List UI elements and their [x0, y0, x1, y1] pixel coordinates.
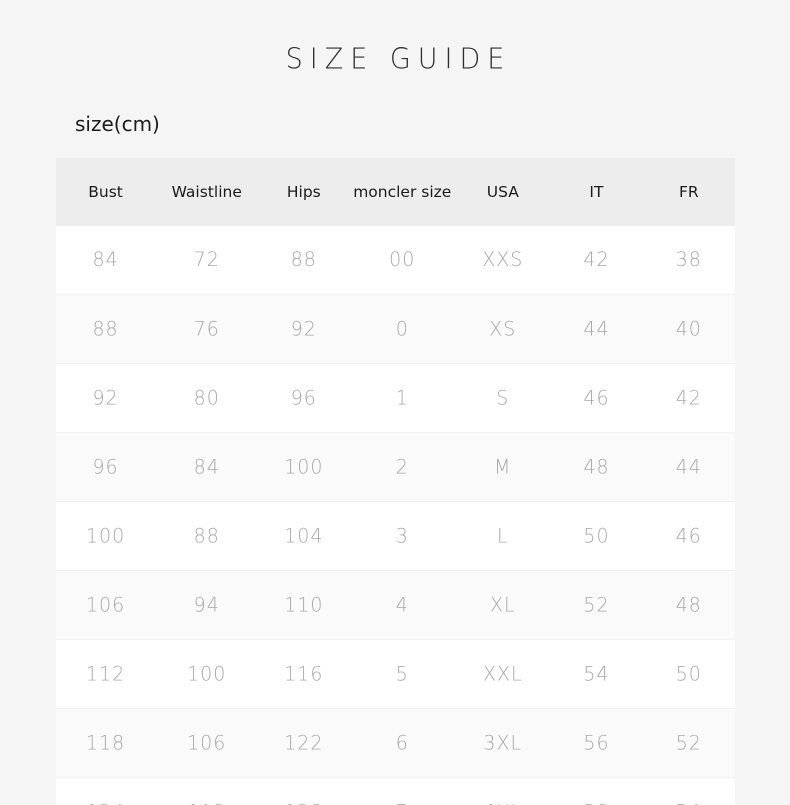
- column-header-bust: Bust: [88, 182, 123, 201]
- table-body: 84 72 88 00 XXS 42 38 88 76 92 0 XS 44 40 92 80 96 1 S 46 42…: [56, 225, 735, 805]
- table-row: 112 100 116 5 XXL 54 50: [56, 639, 735, 709]
- size-table-container: Bust Waistline Hips moncler size USA IT …: [56, 157, 735, 805]
- cell-it: 50: [583, 524, 610, 548]
- cell-waistline: 94: [193, 593, 220, 617]
- cell-fr: 40: [675, 317, 702, 341]
- column-header-usa: USA: [486, 182, 519, 201]
- cell-fr: 38: [675, 248, 702, 272]
- cell-waistline: 80: [193, 386, 220, 410]
- cell-hips: 104: [284, 524, 324, 548]
- cell-moncler_size: 5: [395, 662, 409, 686]
- cell-hips: 100: [284, 455, 324, 479]
- table-header-row: Bust Waistline Hips moncler size USA IT …: [56, 157, 735, 226]
- cell-usa: S: [496, 386, 510, 410]
- cell-bust: 112: [85, 662, 126, 686]
- cell-moncler_size: 1: [395, 386, 409, 410]
- cell-usa: XL: [489, 593, 516, 617]
- cell-usa: 4XL: [455, 776, 550, 805]
- column-header-fr: FR: [678, 182, 699, 201]
- table-row: 96 84 100 2 M 48 44: [56, 432, 735, 502]
- cell-fr: 52: [675, 731, 702, 755]
- cell-moncler_size: 3: [395, 524, 409, 548]
- cell-usa: M: [494, 455, 512, 479]
- cell-moncler_size: 4: [395, 593, 409, 617]
- column-header-waistline: Waistline: [171, 182, 242, 201]
- column-header-it: IT: [589, 182, 604, 201]
- cell-usa: L: [496, 524, 509, 548]
- cell-fr: 42: [675, 386, 702, 410]
- cell-hips: 88: [290, 248, 317, 272]
- cell-it: 58: [550, 776, 642, 805]
- cell-it: 54: [583, 662, 610, 686]
- cell-moncler_size: 6: [395, 731, 409, 755]
- table-row: 106 94 110 4 XL 52 48: [56, 570, 735, 640]
- cell-fr: 54: [643, 776, 735, 805]
- table-row: 88 76 92 0 XS 44 40: [56, 294, 735, 364]
- cell-hips: 116: [284, 662, 324, 686]
- cell-usa: XXL: [482, 662, 523, 686]
- cell-it: 46: [583, 386, 610, 410]
- cell-waistline: 84: [193, 455, 220, 479]
- title-container: SIZE GUIDE: [0, 0, 790, 92]
- table-row: 12411212874XL5854: [56, 777, 735, 805]
- cell-fr: 48: [675, 593, 702, 617]
- cell-bust: 88: [92, 317, 119, 341]
- cell-moncler_size: 0: [395, 317, 409, 341]
- column-header-hips: Hips: [286, 182, 321, 201]
- cell-bust: 84: [92, 248, 119, 272]
- cell-fr: 46: [675, 524, 702, 548]
- size-table: Bust Waistline Hips moncler size USA IT …: [56, 157, 735, 805]
- table-row: 92 80 96 1 S 46 42: [56, 363, 735, 433]
- cell-it: 56: [583, 731, 610, 755]
- cell-hips: 128: [258, 776, 349, 805]
- column-header-moncler-size: moncler size: [353, 182, 452, 201]
- cell-hips: 122: [284, 731, 324, 755]
- cell-it: 52: [583, 593, 610, 617]
- table-row: 100 88 104 3 L 50 46: [56, 501, 735, 571]
- cell-it: 48: [583, 455, 610, 479]
- page-title: SIZE GUIDE: [285, 43, 512, 76]
- cell-usa: 3XL: [483, 731, 523, 755]
- cell-moncler_size: 00: [389, 248, 416, 272]
- cell-hips: 110: [284, 593, 324, 617]
- subtitle-container: size(cm): [0, 92, 790, 136]
- cell-bust: 96: [92, 455, 119, 479]
- cell-moncler_size: 2: [395, 455, 409, 479]
- cell-waistline: 112: [155, 776, 258, 805]
- cell-hips: 96: [290, 386, 317, 410]
- unit-label: size(cm): [75, 111, 160, 136]
- cell-usa: XXS: [482, 248, 524, 272]
- cell-bust: 106: [85, 593, 126, 617]
- cell-waistline: 106: [187, 731, 227, 755]
- cell-it: 44: [583, 317, 610, 341]
- table-row: 84 72 88 00 XXS 42 38: [56, 225, 735, 295]
- cell-fr: 44: [675, 455, 702, 479]
- cell-it: 42: [583, 248, 610, 272]
- cell-waistline: 72: [193, 248, 220, 272]
- table-header: Bust Waistline Hips moncler size USA IT …: [56, 157, 735, 226]
- cell-moncler_size: 7: [349, 776, 455, 805]
- cell-bust: 100: [85, 524, 126, 548]
- cell-waistline: 100: [187, 662, 227, 686]
- cell-waistline: 76: [193, 317, 220, 341]
- cell-waistline: 88: [193, 524, 220, 548]
- cell-usa: XS: [489, 317, 517, 341]
- cell-hips: 92: [290, 317, 317, 341]
- cell-fr: 50: [675, 662, 702, 686]
- cell-bust: 124: [56, 776, 155, 805]
- cell-bust: 118: [85, 731, 126, 755]
- table-row: 118 106 122 6 3XL 56 52: [56, 708, 735, 778]
- cell-bust: 92: [92, 386, 119, 410]
